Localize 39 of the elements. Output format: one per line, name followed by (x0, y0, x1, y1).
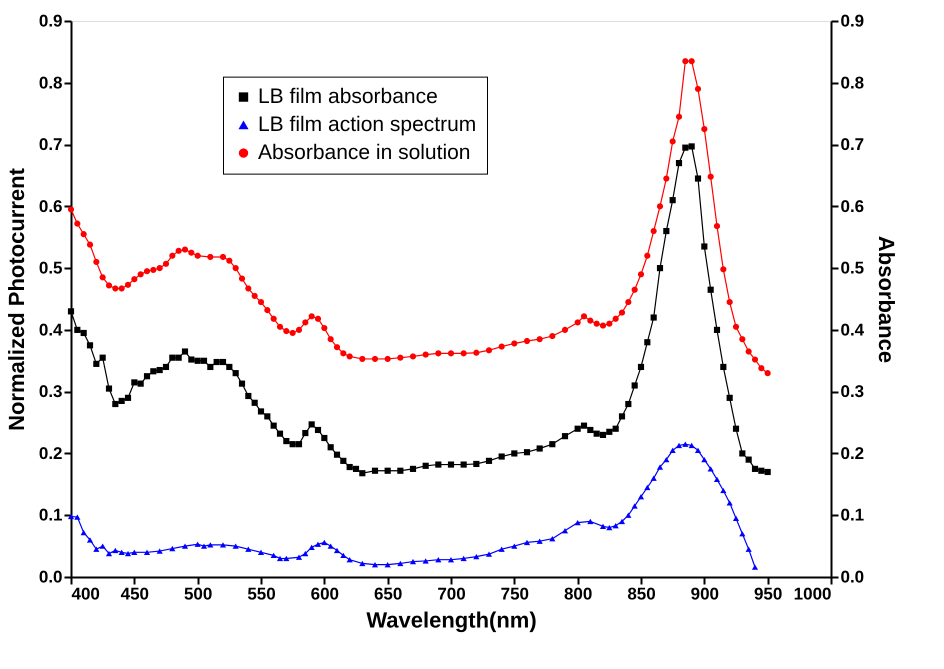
y2-tick-label: 0.7 (840, 135, 864, 154)
x-tick-label: 550 (247, 584, 276, 604)
legend-label: LB film action spectrum (258, 113, 476, 136)
x-tick-label: 450 (120, 584, 150, 604)
x-tick-label: 500 (184, 584, 212, 604)
y-tick-label: 0.6 (38, 196, 62, 216)
x-tick-label: 950 (754, 584, 782, 604)
y-tick-label: 0.3 (38, 382, 62, 402)
x-tick-label: 900 (690, 584, 720, 604)
y-tick-label: 0.2 (38, 444, 62, 463)
y2-tick-label: 0.8 (840, 73, 864, 92)
x-tick-label: 700 (437, 584, 466, 604)
y2-tick-label: 0.1 (840, 506, 864, 525)
legend-label: LB film absorbance (258, 85, 438, 108)
x-tick-label: 750 (500, 584, 530, 604)
x-tick-label: 1000 (794, 584, 832, 604)
x-tick-label: 800 (564, 584, 592, 604)
y-tick-label: 0.7 (38, 135, 62, 154)
legend-label: Absorbance in solution (258, 141, 470, 164)
x-tick-label: 400 (72, 584, 100, 604)
y-tick-label: 0.4 (38, 320, 64, 340)
y2-tick-label: 0.5 (840, 258, 864, 278)
y2-tick-label: 0.4 (840, 320, 865, 340)
y2-tick-label: 0.6 (840, 196, 864, 216)
x-tick-label: 850 (627, 584, 656, 604)
y2-axis-title: Absorbance (874, 236, 900, 364)
y-tick-label: 0.1 (38, 506, 62, 525)
y2-tick-label: 0.0 (840, 568, 864, 586)
x-axis-title: Wavelength(nm) (366, 608, 537, 632)
y-tick-label: 0.0 (38, 568, 62, 586)
y2-tick-label: 0.3 (840, 382, 864, 402)
y2-tick-label: 0.9 (840, 12, 864, 30)
x-tick-label: 600 (310, 584, 340, 604)
y-tick-label: 0.9 (38, 12, 62, 30)
x-tick-label: 650 (374, 584, 402, 604)
y-tick-label: 0.8 (38, 73, 62, 92)
y2-tick-label: 0.2 (840, 444, 864, 463)
y-tick-label: 0.5 (38, 258, 62, 278)
y-axis-title: Normalized Photocurrent (4, 167, 29, 431)
